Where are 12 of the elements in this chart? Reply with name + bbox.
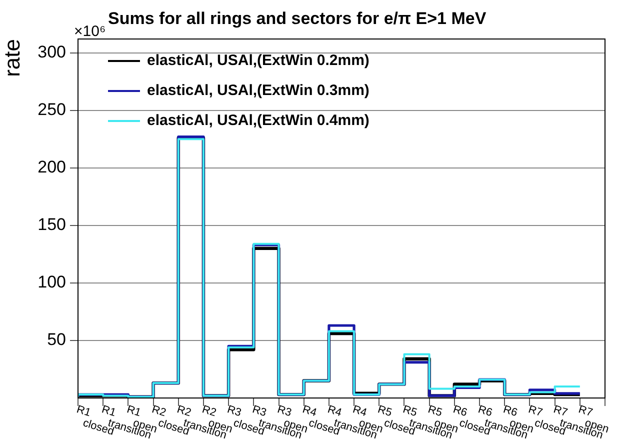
chart-title: Sums for all rings and sectors for e/π E>1 MeV: [108, 9, 487, 28]
annotation: ×10⁶: [74, 23, 106, 40]
y-tick-label: 150: [38, 215, 66, 234]
y-axis-title: rate: [0, 39, 24, 77]
y-tick-label: 200: [38, 158, 66, 177]
legend-label: elasticAl, USAl,(ExtWin 0.2mm): [147, 52, 370, 70]
y-tick-label: 300: [38, 42, 66, 62]
legend-label: elasticAl, USAl,(ExtWin 0.4mm): [147, 112, 370, 130]
y-tick-label: 50: [47, 330, 66, 350]
legend-label: elasticAl, USAl,(ExtWin 0.3mm): [147, 82, 370, 100]
y-tick-label: 100: [38, 272, 66, 292]
y-tick-label: 250: [38, 100, 66, 120]
